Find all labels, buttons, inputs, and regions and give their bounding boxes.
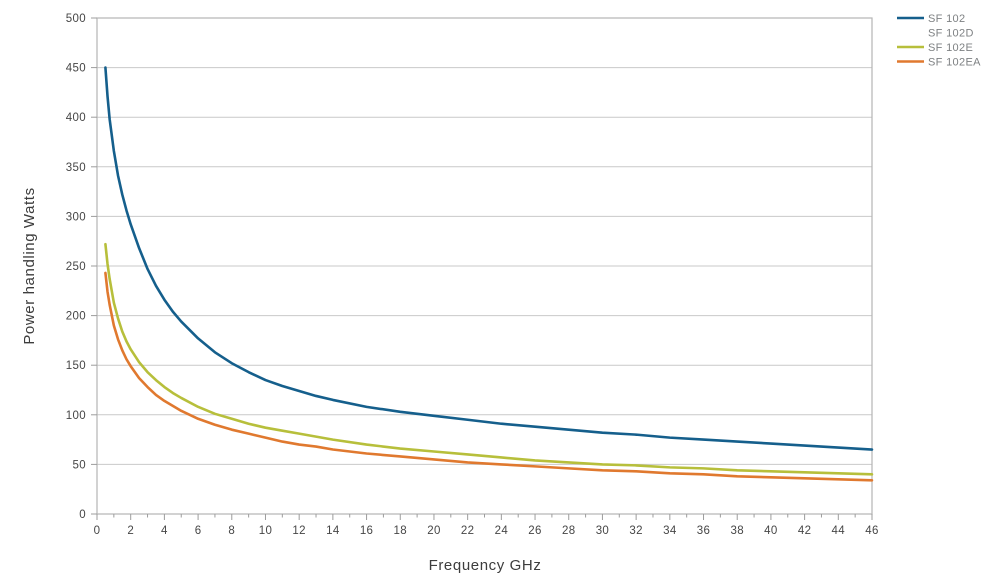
y-tick-label: 100 [66,410,86,422]
y-tick-label: 50 [73,459,86,471]
legend-label: SF 102 [928,13,965,25]
x-tick-label: 8 [228,525,235,537]
x-tick-label: 28 [562,525,575,537]
x-tick-label: 14 [326,525,340,537]
x-tick-label: 40 [764,525,777,537]
x-tick-label: 2 [127,525,134,537]
x-tick-label: 16 [360,525,373,537]
x-tick-label: 4 [161,525,168,537]
series-curve-sf-102ea [104,271,874,482]
series-curve-sf-102e [104,242,874,476]
y-tick-label: 500 [66,13,86,25]
x-tick-label: 24 [495,525,509,537]
x-tick-label: 46 [865,525,878,537]
legend-label: SF 102E [928,42,973,54]
legend-item: SF 102 [897,13,965,25]
x-tick-label: 30 [596,525,609,537]
x-tick-label: 22 [461,525,474,537]
grid-layer [96,17,873,515]
legend-item: SF 102E [897,42,973,54]
x-tick-label: 6 [195,525,202,537]
y-tick-label: 400 [66,112,86,124]
x-tick-label: 10 [259,525,272,537]
x-tick-label: 42 [798,525,811,537]
y-tick-label: 250 [66,261,86,273]
x-tick-label: 44 [832,525,846,537]
y-axis-title: Power handling Watts [21,187,38,344]
x-tick-label: 0 [94,525,101,537]
legend-label: SF 102EA [928,57,981,69]
x-tick-label: 26 [528,525,541,537]
legend-item: SF 102D [928,28,974,40]
y-tick-label: 350 [66,162,86,174]
x-tick-label: 18 [394,525,407,537]
y-tick-label: 200 [66,311,86,323]
legend: SF 102 SF 102D SF 102E SF 102EA [897,13,981,69]
y-tick-label: 150 [66,360,86,372]
x-tick-label: 38 [730,525,743,537]
legend-label: SF 102D [928,28,974,40]
x-tick-label: 36 [697,525,710,537]
series-layer [104,66,874,482]
legend-item: SF 102EA [897,57,981,69]
x-axis-title: Frequency GHz [429,557,542,574]
y-tick-label: 300 [66,211,86,223]
series-curve-sf-102 [104,66,874,451]
x-tick-label: 12 [292,525,305,537]
x-tick-label: 34 [663,525,677,537]
x-tick-label: 32 [629,525,642,537]
y-tick-label: 450 [66,63,86,75]
x-tick-label: 20 [427,525,440,537]
y-tick-label: 0 [79,509,86,521]
